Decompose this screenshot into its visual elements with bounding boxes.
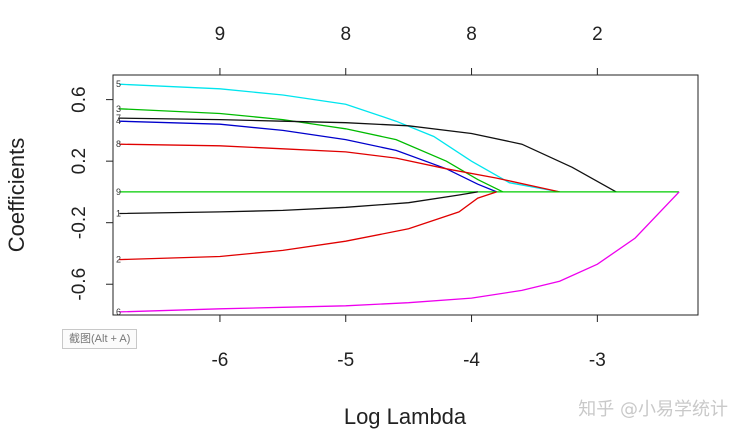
axes-layer: -6 -5 -4 -3 9 8 8 2 -0.6 -0.2 0.2 0.6	[69, 24, 606, 371]
series-label: 5	[116, 79, 121, 89]
y-tick-label: 0.2	[69, 148, 90, 174]
series-label: 6	[116, 307, 121, 317]
y-tick-label: -0.6	[69, 268, 90, 301]
series-label: 9	[116, 187, 121, 197]
series-line-5	[119, 83, 560, 193]
series-line-6	[119, 191, 680, 313]
series-line-7	[119, 117, 617, 193]
series-line-2	[119, 191, 497, 261]
series-line-1	[119, 191, 478, 215]
series-line-8	[119, 143, 560, 193]
x-axis-title: Log Lambda	[344, 404, 467, 429]
series-label: 3	[116, 104, 121, 114]
screenshot-tooltip: 截图(Alt + A)	[62, 329, 138, 349]
series-label: 4	[116, 116, 121, 126]
watermark-text: 知乎 @小易学统计	[578, 399, 728, 420]
x-tick-label: -4	[463, 350, 480, 371]
top-tick-label: 9	[215, 24, 226, 45]
series-line-3	[119, 108, 504, 193]
x-tick-label: -3	[589, 350, 606, 371]
series-label: 2	[116, 255, 121, 265]
y-tick-label: 0.6	[69, 86, 90, 112]
top-tick-label: 8	[340, 24, 351, 45]
top-tick-label: 8	[466, 24, 477, 45]
y-axis-title: Coefficients	[4, 138, 29, 253]
y-tick-label: -0.2	[69, 206, 90, 239]
top-tick-label: 2	[592, 24, 603, 45]
x-tick-label: -6	[211, 350, 228, 371]
x-tick-label: -5	[337, 350, 354, 371]
plot-frame	[112, 74, 699, 316]
series-label: 7	[116, 113, 121, 123]
series-label: 8	[116, 139, 121, 149]
series-layer: 5 3 4 8 7 9 1 2 6	[116, 79, 680, 317]
series-label: 1	[116, 208, 121, 218]
series-line-4	[119, 120, 497, 193]
